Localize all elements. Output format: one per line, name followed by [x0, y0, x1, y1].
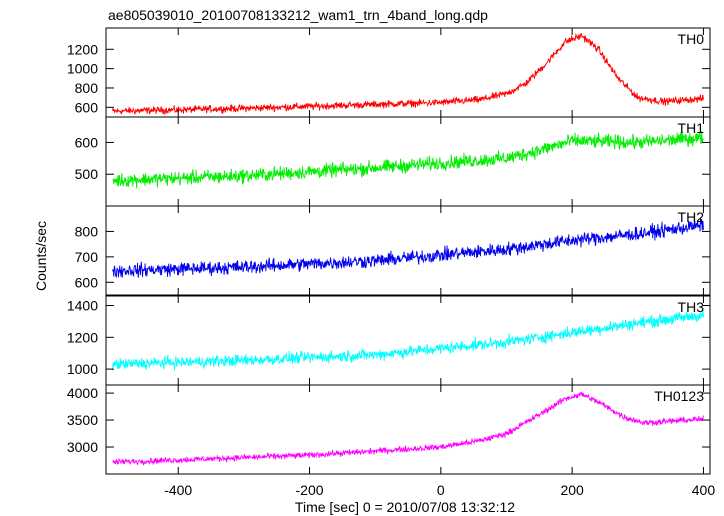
x-axis-title: Time [sec] 0 = 2010/07/08 13:32:12 [295, 499, 515, 515]
y-tick-label: 800 [75, 80, 99, 96]
y-tick-label: 3000 [67, 439, 98, 455]
series-label-th0123: TH0123 [654, 388, 704, 404]
panel-th2: 600 700 800 TH2 [75, 205, 711, 296]
panel-frame [105, 116, 711, 207]
y-tick-label: 800 [75, 223, 99, 239]
y-tick-label: 1200 [67, 329, 98, 345]
y-tick-label: 600 [75, 134, 99, 150]
series-line-th0123 [112, 391, 704, 466]
y-tick-label: 4000 [67, 385, 98, 401]
y-tick-label: 600 [75, 99, 99, 115]
y-tick-label: 1000 [67, 61, 98, 77]
y-tick-label: 3500 [67, 412, 98, 428]
panel-th0: 600 800 1000 1200 TH0 [67, 27, 711, 118]
series-line-th3 [112, 308, 704, 371]
y-tick-label: 700 [75, 249, 99, 265]
x-tick-label: 400 [692, 482, 716, 498]
x-tick-label: 0 [437, 482, 445, 498]
panel-th3: 1000 1200 1400 TH3 [67, 295, 711, 386]
y-axis-title: Counts/sec [33, 221, 49, 291]
y-tick-label: 1200 [67, 41, 98, 57]
panel-frame [105, 384, 711, 475]
chart-title: ae805039010_20100708133212_wam1_trn_4ban… [108, 7, 488, 23]
y-tick-label: 600 [75, 274, 99, 290]
y-tick-label: 1000 [67, 361, 98, 377]
x-tick-label: -400 [164, 482, 192, 498]
panel-frame [105, 205, 711, 296]
series-label-th3: TH3 [678, 299, 705, 315]
x-tick-label: -200 [296, 482, 324, 498]
panel-frame [105, 295, 711, 386]
y-tick-label: 500 [75, 166, 99, 182]
series-line-th2 [112, 217, 704, 278]
series-label-th0: TH0 [678, 31, 705, 47]
y-tick-label: 1400 [67, 298, 98, 314]
series-label-th2: TH2 [678, 209, 705, 225]
series-line-th0 [112, 32, 704, 116]
panel-th0123: 3000 3500 4000 TH0123 [67, 384, 711, 475]
series-line-th1 [112, 130, 704, 189]
series-label-th1: TH1 [678, 120, 705, 136]
x-tick-label: 200 [560, 482, 584, 498]
panel-th1: 500 600 TH1 [75, 116, 711, 207]
chart-panels: 600 800 1000 1200 TH0 500 600 TH1 600 700 800 TH2 10… [67, 27, 716, 498]
